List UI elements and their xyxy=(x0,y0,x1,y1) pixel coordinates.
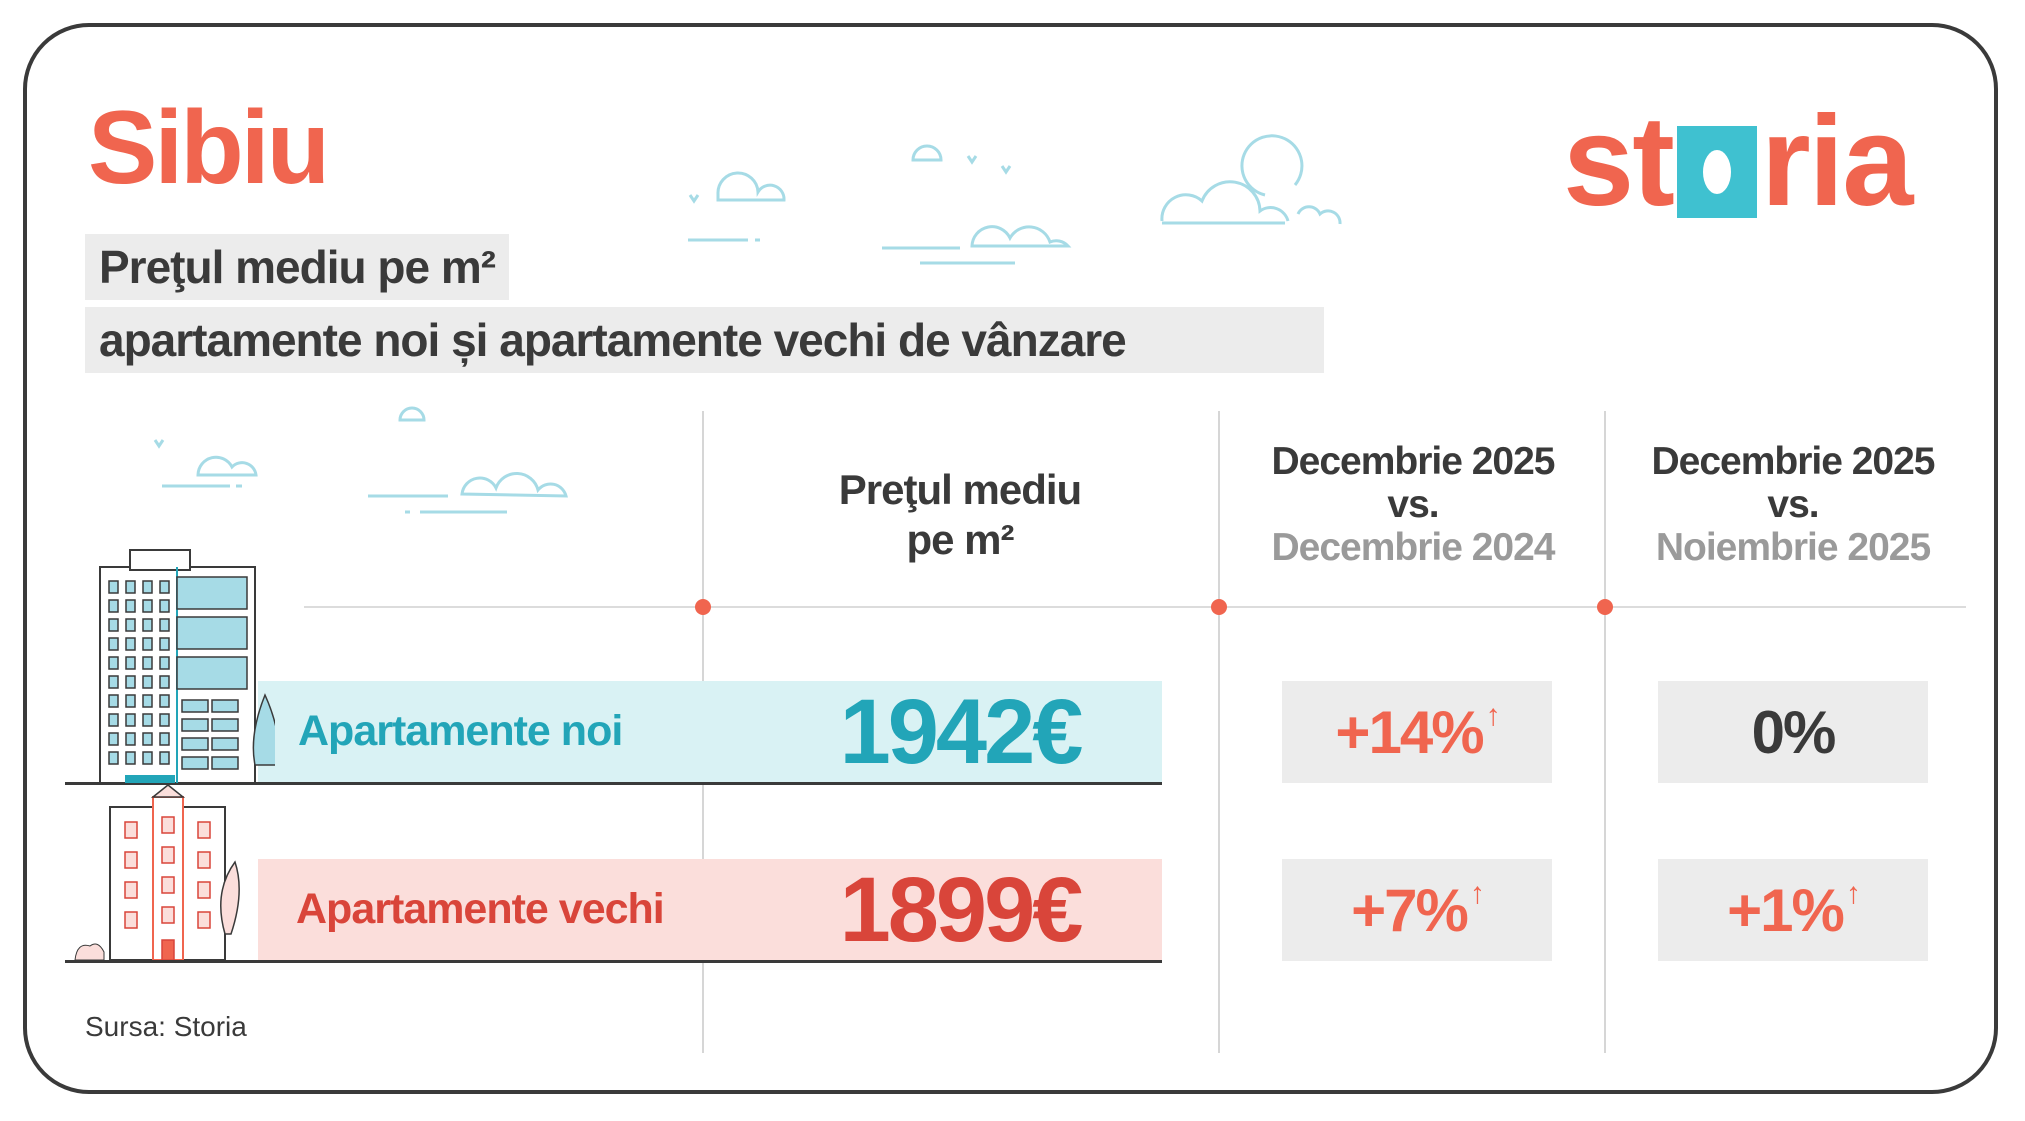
window-icon xyxy=(142,580,153,594)
header-divider xyxy=(304,606,1966,608)
row-band-new xyxy=(258,681,1162,783)
header-line: vs. xyxy=(1387,483,1439,526)
yoy-change-new: +14% ↑ xyxy=(1282,681,1552,783)
window-icon xyxy=(159,675,170,689)
window-icon xyxy=(142,637,153,651)
column-header-yoy: Decembrie 2025 vs. Decembrie 2024 xyxy=(1233,440,1593,569)
arrow-up-icon: ↑ xyxy=(1485,699,1501,732)
window-icon xyxy=(108,656,119,670)
window-icon xyxy=(108,675,119,689)
ground-line xyxy=(65,960,1162,963)
window-icon xyxy=(142,618,153,632)
window-icon xyxy=(181,699,209,713)
window-icon xyxy=(159,599,170,613)
window-icon xyxy=(142,656,153,670)
header-line: vs. xyxy=(1767,483,1819,526)
mom-change-old: +1% ↑ xyxy=(1658,859,1928,961)
row-label-old: Apartamente vechi xyxy=(296,885,665,933)
window-icon xyxy=(108,751,119,765)
header-line: Noiembrie 2025 xyxy=(1655,526,1931,569)
window-icon xyxy=(125,675,136,689)
window-icon xyxy=(181,756,209,770)
yoy-value: +7% xyxy=(1351,876,1469,944)
arrow-up-icon: ↑ xyxy=(1845,877,1861,910)
divider-dot-icon xyxy=(695,599,711,615)
window-icon xyxy=(108,618,119,632)
window-icon xyxy=(142,751,153,765)
window-icon xyxy=(159,732,170,746)
card-frame xyxy=(23,23,1998,1094)
row-label-new: Apartamente noi xyxy=(298,707,623,755)
window-icon xyxy=(125,580,136,594)
column-divider xyxy=(1218,411,1220,1053)
window-icon xyxy=(211,718,239,732)
ground-line xyxy=(65,782,1162,785)
window-icon xyxy=(125,713,136,727)
header-line: Decembrie 2024 xyxy=(1271,526,1555,569)
window-icon xyxy=(159,751,170,765)
window-icon xyxy=(211,737,239,751)
subtitle-line1: Preţul mediu pe m² xyxy=(85,234,510,300)
window-icon xyxy=(108,732,119,746)
window-icon xyxy=(159,713,170,727)
mom-value: 0% xyxy=(1751,698,1837,766)
window-icon xyxy=(142,599,153,613)
yoy-value: +14% xyxy=(1335,698,1484,766)
window-icon xyxy=(181,718,209,732)
source-note: Sursa: Storia xyxy=(85,1011,247,1042)
window-icon xyxy=(211,699,239,713)
window-icon xyxy=(142,713,153,727)
window-icon xyxy=(125,656,136,670)
column-header-price: Preţul mediu pe m² xyxy=(760,465,1160,565)
old-building-icon xyxy=(74,784,240,960)
logo-square-icon xyxy=(1676,126,1757,218)
price-old: 1899€ xyxy=(839,859,1084,961)
header-line: Preţul mediu xyxy=(838,466,1082,513)
window-icon xyxy=(159,618,170,632)
window-icon xyxy=(142,732,153,746)
window-icon xyxy=(125,618,136,632)
window-icon xyxy=(125,637,136,651)
window-icon xyxy=(125,732,136,746)
window-icon xyxy=(125,751,136,765)
clouds-left-icon xyxy=(153,406,568,514)
window-icon xyxy=(142,694,153,708)
window-icon xyxy=(181,737,209,751)
window-icon xyxy=(125,599,136,613)
clouds-top-icon xyxy=(688,134,1342,265)
row-band-old xyxy=(258,859,1162,961)
divider-dot-icon xyxy=(1597,599,1613,615)
header-line: pe m² xyxy=(906,516,1014,563)
subtitle-line2: apartamente noi și apartamente vechi de … xyxy=(85,307,1324,373)
window-icon xyxy=(108,713,119,727)
window-icon xyxy=(142,675,153,689)
new-building-icon xyxy=(99,549,275,783)
window-icon xyxy=(159,637,170,651)
city-title: Sibiu xyxy=(88,90,330,206)
divider-dot-icon xyxy=(1211,599,1227,615)
arrow-up-icon: ↑ xyxy=(1469,877,1485,910)
window-icon xyxy=(159,656,170,670)
mom-change-new: 0% xyxy=(1658,681,1928,783)
header-line: Decembrie 2025 xyxy=(1271,440,1555,483)
column-header-mom: Decembrie 2025 vs. Noiembrie 2025 xyxy=(1613,440,1973,569)
column-divider xyxy=(1604,411,1606,1053)
storia-logo: st ria xyxy=(1563,90,1913,233)
window-icon xyxy=(108,637,119,651)
window-icon xyxy=(108,580,119,594)
window-icon xyxy=(159,694,170,708)
window-icon xyxy=(108,599,119,613)
yoy-change-old: +7% ↑ xyxy=(1282,859,1552,961)
price-new: 1942€ xyxy=(839,681,1084,783)
mom-value: +1% xyxy=(1727,876,1845,944)
window-icon xyxy=(125,694,136,708)
header-line: Decembrie 2025 xyxy=(1651,440,1935,483)
window-icon xyxy=(159,580,170,594)
window-icon xyxy=(211,756,239,770)
window-icon xyxy=(108,694,119,708)
